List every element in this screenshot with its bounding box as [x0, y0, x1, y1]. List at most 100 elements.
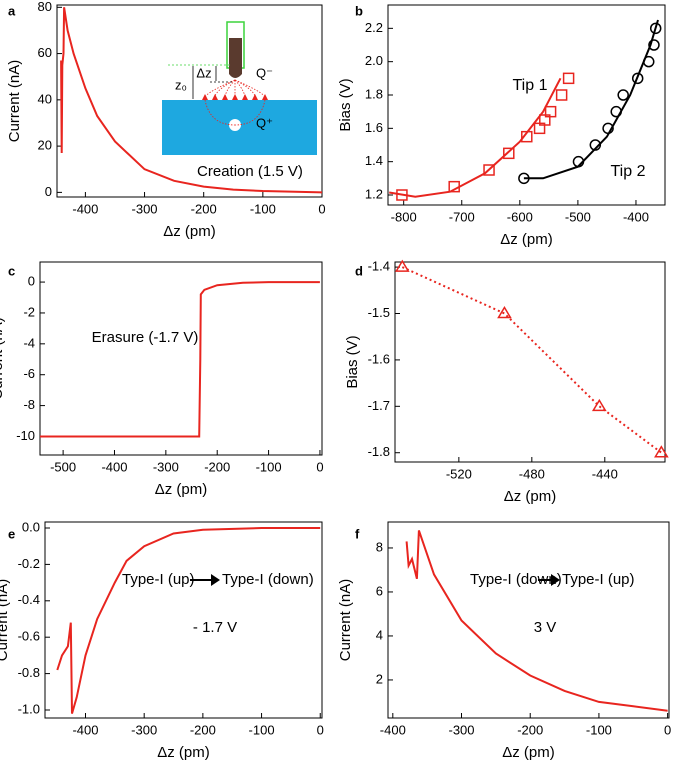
y-tick-label: 2.0	[365, 53, 383, 68]
annotation: Type-I (down)	[222, 571, 314, 588]
marker	[602, 122, 614, 135]
y-tick-label: -10	[16, 428, 35, 443]
x-axis-label: Δz (pm)	[500, 231, 553, 248]
y-axis-label: Bias (V)	[344, 335, 361, 388]
x-tick-label: -200	[191, 201, 217, 216]
annotation: z₀	[175, 77, 187, 92]
y-tick-label: -4	[23, 335, 35, 350]
annotation: Type-I (down)	[470, 571, 562, 588]
y-tick-label: 1.8	[365, 86, 383, 101]
panel-label: d	[355, 263, 363, 278]
x-tick-label: 0	[664, 722, 671, 737]
x-tick-label: -400	[72, 201, 98, 216]
y-tick-label: 0	[45, 184, 52, 199]
marker	[562, 72, 575, 85]
marker	[654, 445, 669, 458]
annotation-arrow-head	[551, 574, 560, 586]
x-tick-label: -480	[519, 466, 545, 481]
x-axis-label: Δz (pm)	[163, 223, 216, 240]
x-tick-label: 0	[316, 459, 323, 474]
x-tick-label: -400	[101, 459, 127, 474]
x-tick-label: -400	[72, 722, 98, 737]
marker	[448, 180, 460, 193]
y-tick-label: 0	[28, 274, 35, 289]
panel-label: e	[8, 526, 15, 541]
annotation: Q⁺	[256, 115, 273, 130]
y-tick-label: -8	[23, 397, 35, 412]
marker	[503, 147, 515, 160]
plot-area	[405, 530, 668, 712]
x-tick-label: 0	[317, 722, 324, 737]
annotation: Type-I (up)	[562, 571, 635, 588]
marker	[521, 130, 533, 143]
field-arrows	[202, 94, 268, 100]
inset-schematic	[162, 21, 317, 155]
x-tick-label: -440	[592, 466, 618, 481]
y-tick-label: -1.4	[368, 259, 390, 274]
fit-line	[523, 19, 659, 180]
y-tick-label: 0.0	[22, 519, 40, 534]
x-tick-label: -700	[449, 209, 475, 224]
x-tick-label: -300	[131, 722, 157, 737]
y-tick-label: -1.0	[18, 701, 40, 716]
marker	[396, 189, 408, 201]
marker	[497, 306, 512, 319]
x-tick-label: -300	[132, 201, 158, 216]
y-tick-label: 80	[38, 0, 52, 14]
data-line	[40, 281, 320, 438]
data-line	[60, 7, 322, 194]
x-axis-label: Δz (pm)	[504, 488, 557, 505]
marker	[589, 139, 602, 151]
plot-frame	[44, 521, 323, 719]
marker	[648, 39, 660, 51]
marker	[539, 114, 551, 126]
series-label: Tip 2	[611, 163, 646, 180]
marker	[642, 55, 655, 68]
y-tick-label: -6	[23, 366, 35, 381]
y-axis-label: Current (nA)	[337, 579, 354, 662]
y-tick-label: -0.4	[18, 592, 40, 607]
x-axis-label: Δz (pm)	[502, 744, 555, 761]
annotation: Type-I (up)	[122, 571, 195, 588]
plot-frame	[394, 261, 666, 463]
plot-area	[60, 7, 322, 194]
y-tick-label: -2	[23, 304, 35, 319]
y-tick-label: -1.8	[368, 444, 390, 459]
y-tick-label: -1.5	[368, 305, 390, 320]
y-tick-label: 4	[376, 627, 383, 642]
y-tick-label: -1.7	[368, 398, 390, 413]
x-axis-label: Δz (pm)	[155, 481, 208, 498]
panel-label: c	[8, 263, 15, 278]
x-tick-label: -100	[249, 722, 275, 737]
marker	[649, 22, 662, 35]
marker	[572, 155, 585, 168]
x-tick-label: -100	[250, 201, 276, 216]
y-axis-label: Current (nA)	[6, 60, 23, 143]
plot-area	[56, 527, 321, 714]
annotation: Erasure (-1.7 V)	[92, 329, 199, 346]
series-label: Tip 1	[513, 77, 548, 94]
y-tick-label: 20	[38, 138, 52, 153]
y-axis-label: Current (nA)	[0, 579, 11, 662]
x-tick-label: -100	[586, 722, 612, 737]
data-line	[56, 527, 321, 714]
y-tick-label: -1.6	[368, 351, 390, 366]
y-tick-label: -0.6	[18, 629, 40, 644]
x-tick-label: -300	[448, 722, 474, 737]
tip	[229, 38, 242, 78]
y-tick-label: 40	[38, 91, 52, 106]
plot-frame	[39, 261, 323, 456]
x-tick-label: -500	[565, 209, 591, 224]
panel-label: b	[355, 3, 363, 18]
marker	[555, 89, 568, 101]
x-tick-label: 0	[318, 201, 325, 216]
panel-label: a	[8, 3, 16, 18]
x-tick-label: -800	[391, 209, 417, 224]
marker	[610, 105, 622, 118]
y-tick-label: 2.2	[365, 20, 383, 35]
x-tick-label: -400	[623, 209, 649, 224]
x-tick-label: -520	[446, 466, 472, 481]
marker	[617, 89, 629, 101]
y-tick-label: -0.8	[18, 665, 40, 680]
x-tick-label: -200	[190, 722, 216, 737]
